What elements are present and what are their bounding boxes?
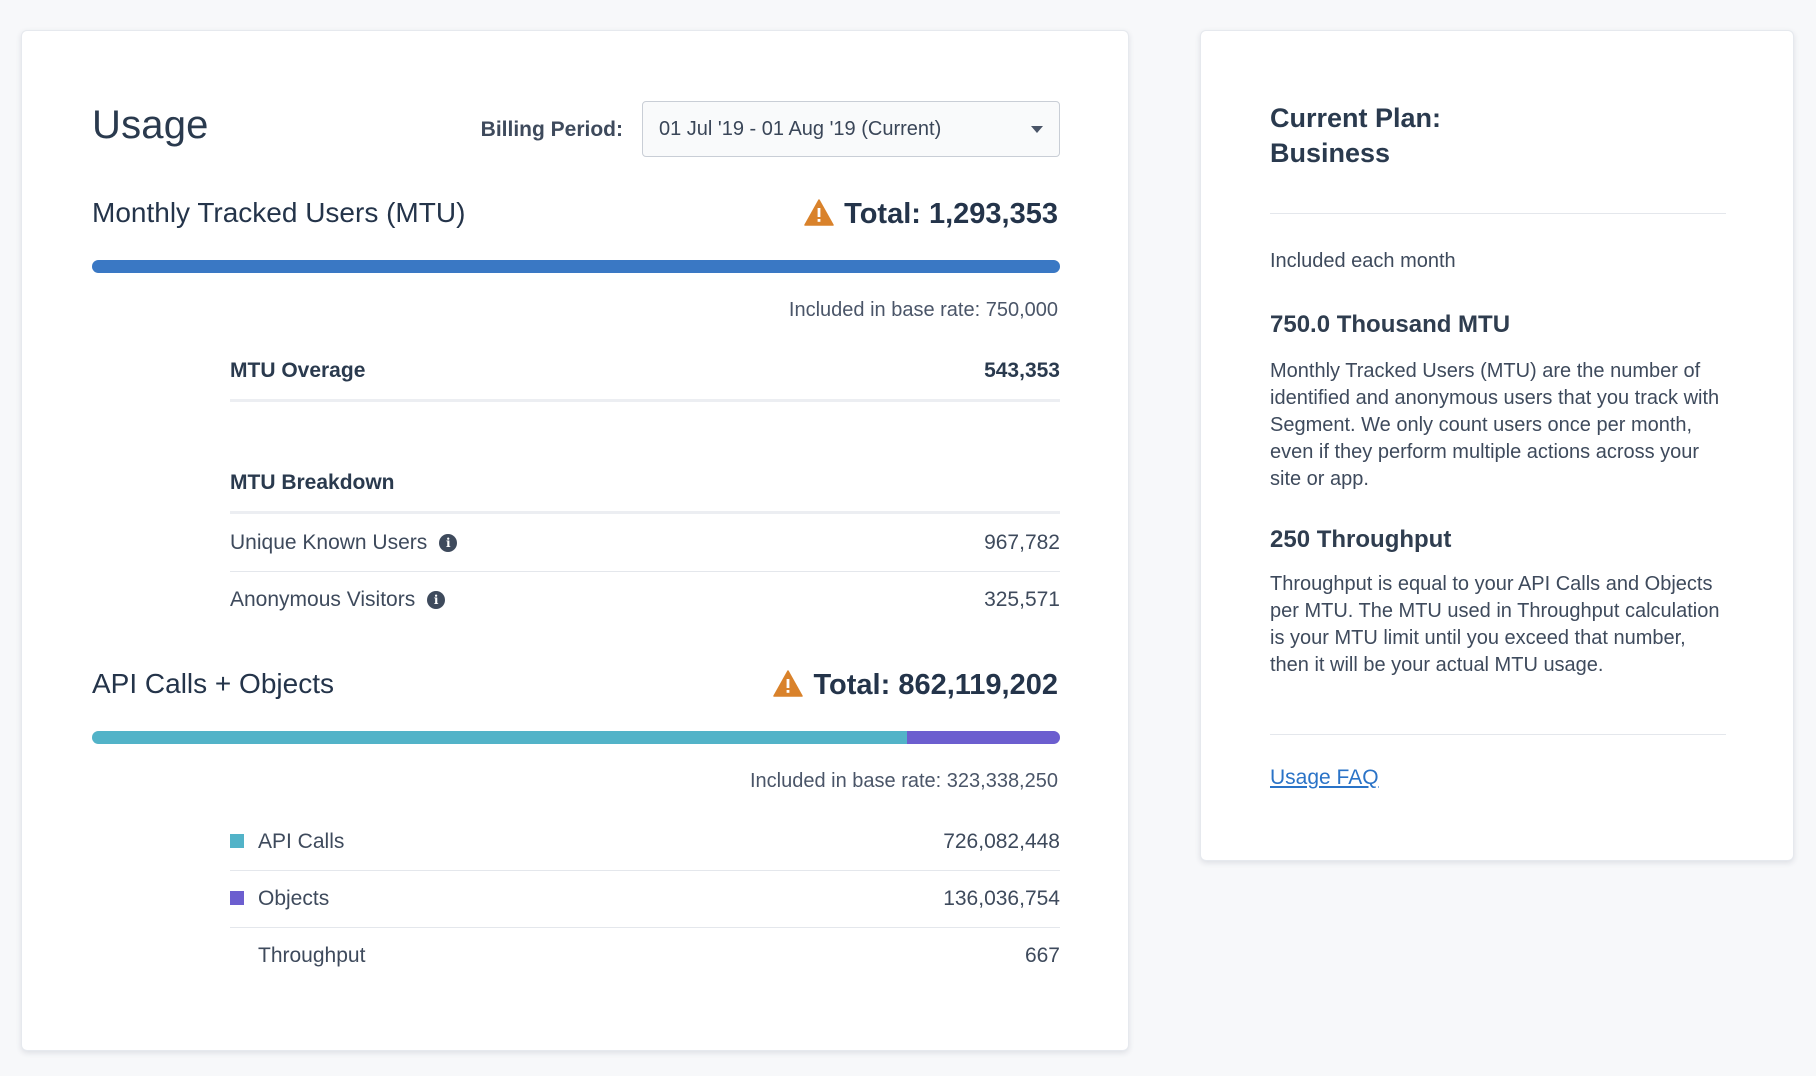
mtu-overage-label: MTU Overage xyxy=(230,359,366,382)
api-calls-value: 726,082,448 xyxy=(943,830,1060,853)
billing-period-label: Billing Period: xyxy=(480,118,623,141)
included-label: Included each month xyxy=(1270,250,1456,272)
throughput-plan-description: Throughput is equal to your API Calls an… xyxy=(1270,573,1720,676)
plan-title: Current Plan: Business xyxy=(1270,101,1441,171)
page-title: Usage xyxy=(92,103,209,147)
api-base-rate: Included in base rate: 323,338,250 xyxy=(749,770,1058,792)
api-section-title: API Calls + Objects xyxy=(92,668,334,699)
usage-faq-link[interactable]: Usage FAQ xyxy=(1270,766,1379,789)
divider xyxy=(1270,213,1726,214)
table-row: API Calls 726,082,448 xyxy=(230,814,1060,870)
api-calls-fill xyxy=(92,731,908,744)
plan-card: Current Plan: Business Included each mon… xyxy=(1200,30,1794,861)
mtu-overage-row: MTU Overage 543,353 xyxy=(230,343,1060,399)
api-progress-bar xyxy=(92,731,1060,744)
info-icon[interactable]: i xyxy=(439,534,458,552)
api-total-label: Total: 862,119,202 xyxy=(813,669,1058,701)
table-row: Unique Known Users i 967,782 xyxy=(230,515,1060,571)
objects-label: Objects xyxy=(230,887,329,911)
table-row: Objects 136,036,754 xyxy=(230,871,1060,927)
divider xyxy=(230,511,1060,514)
divider xyxy=(230,870,1060,871)
unique-known-users-label: Unique Known Users i xyxy=(230,531,458,555)
mtu-plan-description: Monthly Tracked Users (MTU) are the numb… xyxy=(1270,360,1720,490)
objects-value: 136,036,754 xyxy=(943,887,1060,910)
info-icon[interactable]: i xyxy=(427,591,446,609)
divider xyxy=(230,571,1060,572)
mtu-total: Total: 1,293,353 xyxy=(804,198,1058,231)
billing-period-select[interactable]: 01 Jul '19 - 01 Aug '19 (Current) xyxy=(642,101,1060,157)
table-row: Anonymous Visitors i 325,571 xyxy=(230,572,1060,628)
usage-card: Usage Billing Period: 01 Jul '19 - 01 Au… xyxy=(21,30,1129,1051)
billing-period-value: 01 Jul '19 - 01 Aug '19 (Current) xyxy=(659,118,942,140)
divider xyxy=(230,399,1060,402)
mtu-section-title: Monthly Tracked Users (MTU) xyxy=(92,197,466,228)
mtu-breakdown-label: MTU Breakdown xyxy=(230,471,395,494)
api-calls-swatch xyxy=(230,834,244,848)
chevron-down-icon xyxy=(1031,126,1043,133)
throughput-plan-heading: 250 Throughput xyxy=(1270,526,1452,553)
api-calls-label: API Calls xyxy=(230,830,344,854)
warning-icon xyxy=(804,199,834,226)
plan-title-line1: Current Plan: xyxy=(1270,103,1442,133)
warning-icon xyxy=(773,670,804,697)
objects-swatch xyxy=(230,891,244,905)
table-row: Throughput 667 xyxy=(230,928,1060,984)
divider xyxy=(1270,734,1726,735)
objects-fill xyxy=(907,731,1060,744)
mtu-breakdown-header: MTU Breakdown xyxy=(230,455,1060,511)
api-total: Total: 862,119,202 xyxy=(773,669,1058,702)
mtu-progress-bar xyxy=(92,260,1060,273)
divider xyxy=(230,927,1060,928)
mtu-progress-fill xyxy=(92,260,1060,273)
mtu-total-label: Total: 1,293,353 xyxy=(844,198,1058,230)
unique-known-users-value: 967,782 xyxy=(984,531,1060,554)
anonymous-visitors-label: Anonymous Visitors i xyxy=(230,588,446,612)
throughput-value: 667 xyxy=(1024,944,1060,967)
mtu-overage-value: 543,353 xyxy=(984,359,1060,382)
mtu-base-rate: Included in base rate: 750,000 xyxy=(788,299,1058,321)
mtu-plan-heading: 750.0 Thousand MTU xyxy=(1270,311,1511,338)
throughput-label: Throughput xyxy=(258,944,366,967)
anonymous-visitors-value: 325,571 xyxy=(984,588,1060,611)
plan-name: Business xyxy=(1270,138,1391,168)
